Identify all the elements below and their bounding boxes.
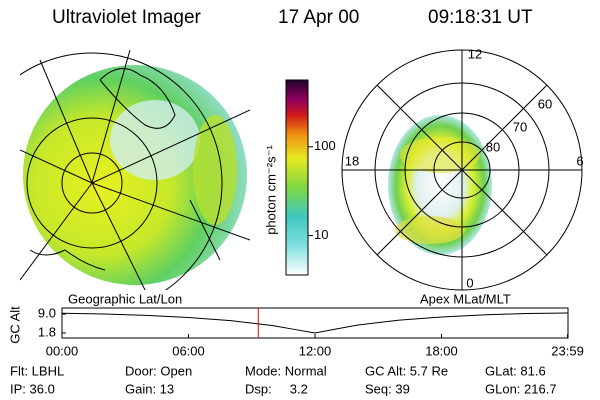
mlt-label: 12 [468,46,482,61]
lat-label: 60 [538,96,552,111]
mlt-label: 0 [466,275,473,290]
colorbar-label: photon cm⁻²s⁻¹ [263,145,278,235]
info-field: GLon: 216.7 [485,381,557,396]
altitude-line [61,312,569,334]
info-field: Mode: Normal [245,363,327,378]
x-tick-label: 12:00 [299,343,332,358]
colorbar-tick-label: 100 [314,138,336,153]
y-tick-label: 1.8 [38,324,56,339]
info-field: IP: 36.0 [10,381,55,396]
x-tick-label: 00:00 [46,343,79,358]
time: 09:18:31 UT [428,7,533,28]
info-field: Gain: 13 [125,381,174,396]
x-tick-label: 23:59 [551,343,584,358]
date: 17 Apr 00 [278,7,359,28]
title: Ultraviolet Imager [52,7,202,28]
info-field: GLat: 81.6 [485,363,546,378]
polar-image [341,49,583,291]
y-tick-label: 9.0 [38,305,56,320]
x-tick-label: 06:00 [172,343,205,358]
info-field: Flt: LBHL [10,363,64,378]
colorbar-tick-label: 10 [314,227,328,242]
footer: Flt: LBHL Door: Open Mode: Normal GC Alt: 5… [10,363,557,396]
x-tick-label: 18:00 [425,343,458,358]
mlt-label: 6 [576,153,583,168]
info-field: GC Alt: 5.7 Re [365,363,448,378]
colorbar [285,79,309,276]
geographic-label: Geographic Lat/Lon [68,291,182,306]
mlt-label: 18 [345,153,359,168]
y-axis-label: GC Alt [7,306,22,344]
lat-label: 70 [513,119,527,134]
geographic-image [20,50,250,290]
info-field: Seq: 39 [365,381,410,396]
info-field: Dsp: 3.2 [245,381,308,396]
polar-label: Apex MLat/MLT [420,291,511,306]
info-field: Door: Open [125,363,192,378]
lat-label: 80 [486,139,500,154]
